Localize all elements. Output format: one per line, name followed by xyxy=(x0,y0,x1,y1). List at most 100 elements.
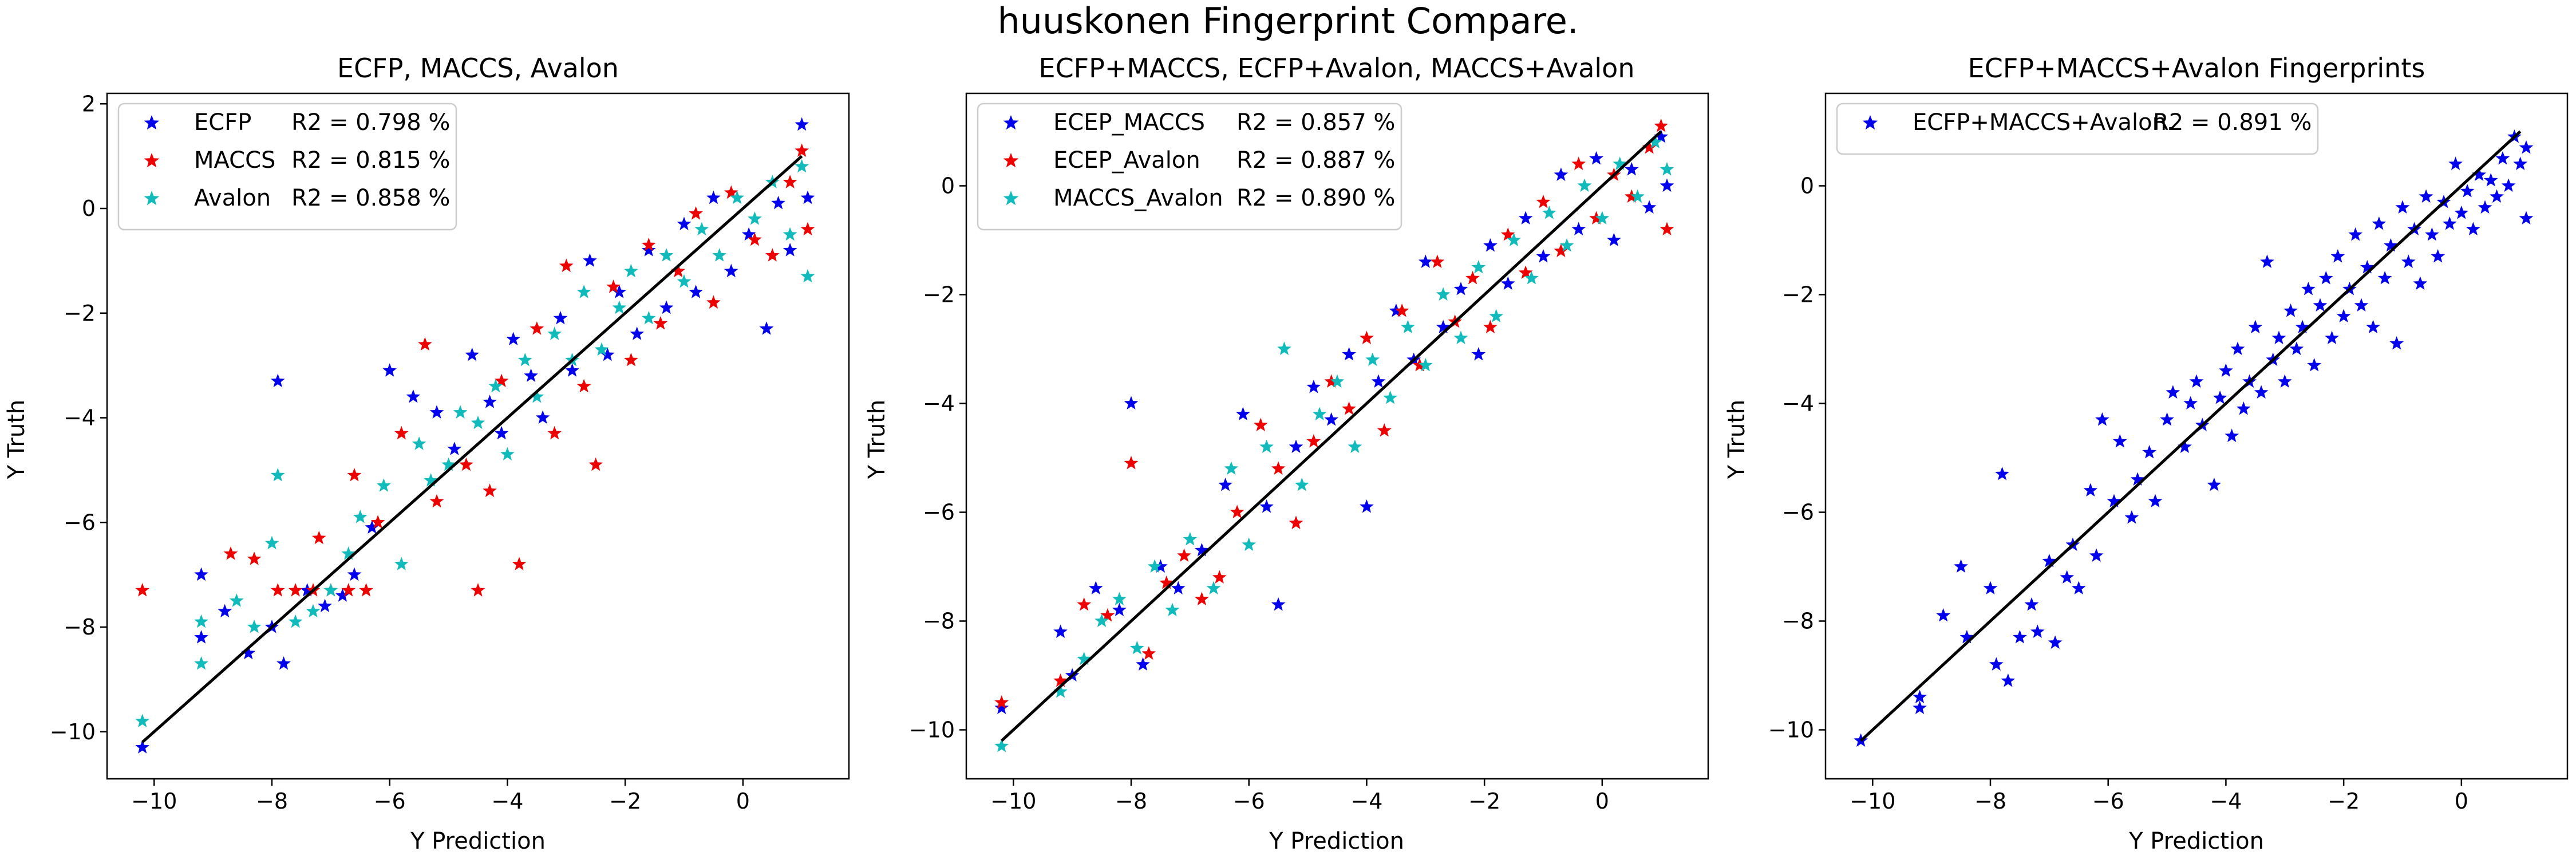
data-point-ecfp xyxy=(194,630,208,644)
data-point-avalon xyxy=(748,211,762,225)
data-point-avalon xyxy=(500,447,515,460)
data-point-ecfp-maccs-avalon xyxy=(2442,216,2457,230)
data-point-avalon xyxy=(712,248,727,262)
data-point-avalon xyxy=(612,300,627,314)
data-point-maccs xyxy=(483,483,497,497)
data-marks xyxy=(1854,129,2534,747)
data-point-ecep-avalon xyxy=(994,695,1009,709)
data-point-ecfp xyxy=(724,263,738,278)
y-tick-label: −2 xyxy=(64,301,96,326)
data-point-maccs xyxy=(653,316,668,330)
data-point-ecfp-maccs-avalon xyxy=(1995,467,2009,480)
data-point-avalon xyxy=(306,604,321,618)
legend-label: ECFP xyxy=(194,109,251,136)
data-point-ecfp-maccs-avalon xyxy=(2377,271,2392,285)
data-point-avalon xyxy=(730,190,744,204)
data-point-ecfp-maccs-avalon xyxy=(2360,260,2374,274)
data-point-ecfp xyxy=(583,253,597,267)
data-point-ecfp-maccs-avalon xyxy=(2107,494,2121,507)
data-point-ecep-maccs xyxy=(1053,624,1068,638)
legend-marker xyxy=(144,115,160,130)
data-point-ecfp-maccs-avalon xyxy=(2431,249,2445,263)
data-point-ecep-avalon xyxy=(1289,515,1303,529)
data-point-maccs xyxy=(494,373,509,388)
data-point-ecfp xyxy=(382,363,397,377)
x-axis-label: Y Prediction xyxy=(1269,828,1404,854)
data-point-maccs xyxy=(765,248,780,262)
data-point-avalon xyxy=(800,269,815,283)
data-point-ecfp xyxy=(771,195,785,210)
data-point-ecfp xyxy=(506,332,521,345)
data-point-ecep-avalon xyxy=(1571,156,1586,170)
data-point-ecfp-maccs-avalon xyxy=(2277,374,2292,388)
data-point-ecfp xyxy=(241,645,256,660)
data-point-ecfp xyxy=(800,190,815,204)
y-tick-label: −4 xyxy=(64,405,96,431)
data-point-maccs xyxy=(547,425,562,440)
data-point-ecfp xyxy=(483,395,497,408)
data-point-ecfp-maccs-avalon xyxy=(2519,140,2534,154)
data-point-ecfp-maccs-avalon xyxy=(2448,156,2463,170)
y-tick-label: −4 xyxy=(1782,391,1814,416)
data-point-ecep-maccs xyxy=(1218,478,1232,491)
data-point-ecfp-maccs-avalon xyxy=(2419,189,2433,203)
legend-marker xyxy=(1862,115,1878,130)
data-point-ecfp-maccs-avalon xyxy=(2095,412,2109,426)
legend-label: MACCS xyxy=(194,147,275,174)
data-point-maccs-avalon xyxy=(1095,613,1109,627)
data-point-maccs-avalon xyxy=(1542,206,1556,219)
data-point-maccs-avalon xyxy=(1312,407,1327,420)
x-tick-label: −8 xyxy=(256,789,288,814)
data-point-avalon xyxy=(377,478,391,492)
data-point-avalon xyxy=(783,227,797,241)
y-tick-label: −6 xyxy=(64,510,96,535)
data-point-ecfp xyxy=(535,410,550,424)
data-point-ecfp-maccs-avalon xyxy=(2219,363,2233,377)
data-point-avalon xyxy=(353,510,368,523)
data-point-maccs-avalon xyxy=(1206,581,1221,594)
data-point-ecep-maccs xyxy=(1371,374,1386,388)
data-point-maccs xyxy=(671,263,686,278)
data-point-ecep-maccs xyxy=(1589,151,1603,165)
data-point-avalon xyxy=(547,326,562,340)
data-point-ecfp-maccs-avalon xyxy=(2083,483,2098,497)
data-point-avalon xyxy=(659,248,674,262)
data-point-maccs-avalon xyxy=(1613,156,1627,170)
data-point-ecfp-maccs-avalon xyxy=(2048,635,2063,649)
data-point-ecfp-maccs-avalon xyxy=(2089,548,2104,562)
data-point-ecfp-maccs-avalon xyxy=(1959,630,1974,644)
data-point-ecep-avalon xyxy=(1177,548,1191,562)
data-point-ecfp-maccs-avalon xyxy=(2260,254,2274,268)
data-point-maccs xyxy=(783,175,797,188)
data-point-ecfp-maccs-avalon xyxy=(2178,439,2192,453)
data-point-ecfp xyxy=(494,425,509,440)
data-point-maccs-avalon xyxy=(1129,641,1144,655)
data-point-avalon xyxy=(453,405,468,419)
data-point-ecfp xyxy=(565,363,579,377)
data-point-avalon xyxy=(677,274,692,288)
data-point-ecep-avalon xyxy=(1212,570,1227,584)
data-point-ecfp-maccs-avalon xyxy=(2148,494,2163,507)
data-point-maccs xyxy=(347,468,362,482)
data-point-ecfp-maccs-avalon xyxy=(2013,630,2027,644)
data-point-ecfp xyxy=(270,373,285,388)
x-tick-label: −8 xyxy=(1115,789,1147,814)
data-point-ecfp-maccs-avalon xyxy=(2183,396,2198,409)
data-point-ecfp-maccs-avalon xyxy=(2478,200,2492,214)
data-point-avalon xyxy=(270,468,285,482)
data-point-maccs xyxy=(341,583,356,597)
data-point-ecfp-maccs-avalon xyxy=(2225,428,2239,442)
data-point-ecep-avalon xyxy=(1124,456,1139,470)
y-tick-label: 0 xyxy=(1800,174,1814,199)
data-point-ecfp-maccs-avalon xyxy=(2330,249,2345,263)
data-point-maccs xyxy=(576,379,591,393)
legend-label: ECEP_MACCS xyxy=(1053,109,1205,136)
data-point-maccs-avalon xyxy=(1224,461,1239,475)
data-point-avalon xyxy=(412,436,426,450)
data-point-maccs-avalon xyxy=(1147,559,1162,573)
data-point-ecfp-maccs-avalon xyxy=(2112,434,2127,448)
x-tick-label: 0 xyxy=(1595,789,1609,814)
data-point-ecfp xyxy=(553,310,568,325)
data-point-ecfp xyxy=(795,117,809,131)
data-point-ecfp-maccs-avalon xyxy=(2124,510,2139,524)
